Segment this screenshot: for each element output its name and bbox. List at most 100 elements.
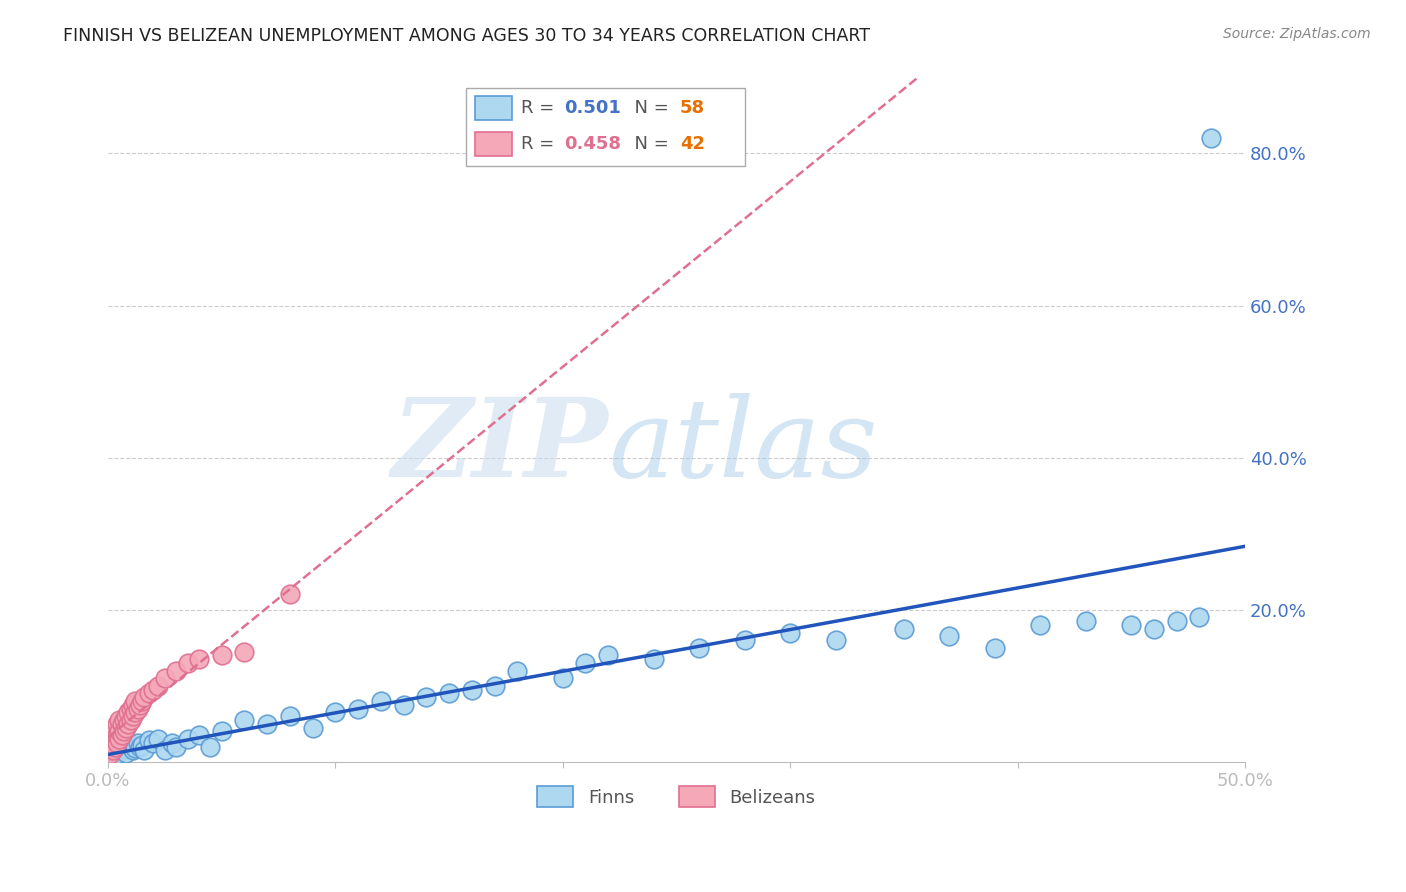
Point: [200, 739, 222, 754]
Point: [108, 713, 131, 727]
Point: [101, 728, 124, 742]
Point: [146, 679, 169, 693]
Point: [101, 746, 124, 760]
Text: R =: R =: [520, 99, 560, 117]
Point: [104, 739, 127, 754]
Point: [187, 728, 209, 742]
Point: [278, 709, 301, 723]
Point: [142, 736, 165, 750]
Point: [146, 731, 169, 746]
Point: [108, 731, 131, 746]
Point: [301, 721, 323, 735]
Point: [115, 721, 138, 735]
Point: [984, 640, 1007, 655]
Point: [211, 648, 233, 663]
Point: [134, 690, 156, 705]
Point: [124, 694, 146, 708]
Point: [1199, 131, 1222, 145]
Point: [112, 713, 135, 727]
Point: [734, 633, 756, 648]
Point: [347, 701, 370, 715]
Point: [176, 731, 198, 746]
Point: [105, 716, 128, 731]
Point: [392, 698, 415, 712]
Point: [278, 587, 301, 601]
Point: [938, 629, 960, 643]
Point: [111, 728, 134, 742]
FancyBboxPatch shape: [475, 132, 512, 156]
Point: [551, 671, 574, 685]
Point: [98, 739, 121, 754]
Point: [415, 690, 437, 705]
Text: atlas: atlas: [609, 393, 877, 500]
Point: [112, 741, 135, 756]
Point: [101, 743, 124, 757]
Text: N =: N =: [623, 136, 675, 153]
Point: [893, 622, 915, 636]
Point: [1121, 618, 1143, 632]
Text: 58: 58: [681, 99, 704, 117]
Text: Source: ZipAtlas.com: Source: ZipAtlas.com: [1223, 27, 1371, 41]
Point: [256, 716, 278, 731]
Point: [117, 706, 139, 720]
Point: [112, 724, 135, 739]
Point: [127, 736, 149, 750]
Text: ZIP: ZIP: [392, 393, 609, 500]
Point: [128, 698, 150, 712]
Point: [1188, 610, 1211, 624]
Point: [122, 709, 145, 723]
Point: [233, 713, 256, 727]
Point: [104, 731, 127, 746]
Point: [176, 656, 198, 670]
Point: [160, 736, 183, 750]
Point: [131, 694, 153, 708]
Point: [98, 743, 121, 757]
Point: [1143, 622, 1166, 636]
Legend: Finns, Belizeans: Finns, Belizeans: [530, 779, 823, 814]
Text: 0.458: 0.458: [564, 136, 621, 153]
Point: [122, 698, 145, 712]
Point: [165, 664, 187, 678]
Point: [824, 633, 846, 648]
Point: [131, 738, 153, 752]
Point: [127, 701, 149, 715]
Point: [325, 706, 347, 720]
Point: [124, 741, 146, 756]
Text: FINNISH VS BELIZEAN UNEMPLOYMENT AMONG AGES 30 TO 34 YEARS CORRELATION CHART: FINNISH VS BELIZEAN UNEMPLOYMENT AMONG A…: [63, 27, 870, 45]
Point: [461, 682, 484, 697]
Point: [120, 713, 142, 727]
Point: [1074, 614, 1097, 628]
Point: [211, 724, 233, 739]
Point: [120, 739, 142, 754]
Point: [153, 743, 176, 757]
Point: [779, 625, 801, 640]
Point: [1166, 614, 1188, 628]
Point: [111, 743, 134, 757]
Point: [111, 716, 134, 731]
Point: [98, 747, 121, 761]
Point: [108, 738, 131, 752]
Text: R =: R =: [520, 136, 560, 153]
Point: [643, 652, 665, 666]
Text: 0.501: 0.501: [564, 99, 621, 117]
Point: [108, 724, 131, 739]
Point: [104, 741, 127, 756]
Point: [104, 724, 127, 739]
Point: [101, 736, 124, 750]
Point: [688, 640, 710, 655]
Point: [105, 728, 128, 742]
Point: [233, 644, 256, 658]
Point: [484, 679, 506, 693]
Point: [165, 739, 187, 754]
Point: [115, 746, 138, 760]
Point: [138, 733, 160, 747]
Point: [153, 671, 176, 685]
Point: [105, 747, 128, 761]
Point: [134, 743, 156, 757]
FancyBboxPatch shape: [467, 87, 745, 167]
Point: [574, 656, 596, 670]
Point: [117, 736, 139, 750]
Point: [1029, 618, 1052, 632]
Point: [437, 686, 460, 700]
Point: [187, 652, 209, 666]
